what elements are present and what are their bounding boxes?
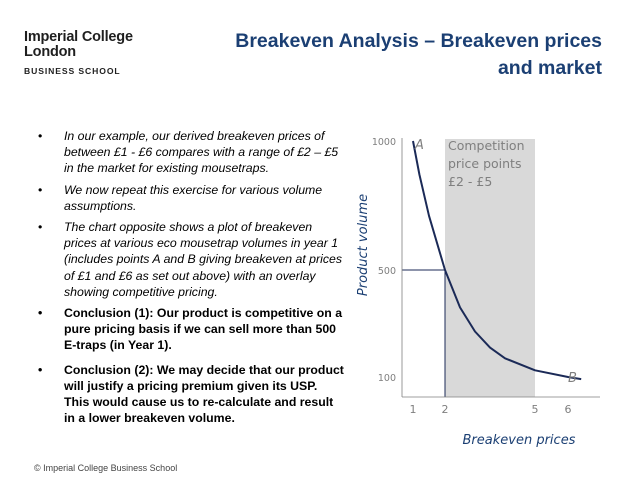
bullet-item: The chart opposite shows a plot of break… <box>34 219 344 300</box>
footer-copyright: © Imperial College Business School <box>34 463 178 473</box>
bullet-item: Conclusion (1): Our product is competiti… <box>34 305 344 354</box>
title-line-1: Breakeven Analysis – Breakeven prices <box>235 30 602 52</box>
y-tick-label: 100 <box>378 373 396 384</box>
imperial-logo: Imperial College London BUSINESS SCHOOL <box>24 29 133 77</box>
x-tick-label: 2 <box>442 403 449 416</box>
bullet-item: In our example, our derived breakeven pr… <box>34 128 344 177</box>
x-tick-label: 6 <box>565 403 572 416</box>
bullet-item: We now repeat this exercise for various … <box>34 182 344 214</box>
competition-label: £2 - £5 <box>448 174 492 189</box>
y-tick-label: 1000 <box>372 137 396 148</box>
point-label: A <box>414 138 424 153</box>
x-tick-label: 1 <box>410 403 417 416</box>
x-tick-label: 5 <box>532 403 539 416</box>
competition-label: Competition <box>448 138 525 153</box>
point-label: B <box>568 371 577 386</box>
competition-label: price points <box>448 156 521 171</box>
competition-region <box>445 139 535 397</box>
bullet-item: Conclusion (2): We may decide that our p… <box>34 362 344 427</box>
slide-title: Breakeven Analysis – Breakeven prices an… <box>162 28 602 82</box>
logo-line-3: BUSINESS SCHOOL <box>24 66 121 76</box>
logo-line-2: London <box>24 44 76 60</box>
logo-line-1: Imperial College <box>24 29 133 45</box>
y-axis-label: Product volume <box>356 194 371 296</box>
title-line-2: and market <box>497 57 602 79</box>
y-tick-label: 500 <box>378 266 396 277</box>
bullet-list: In our example, our derived breakeven pr… <box>34 128 344 431</box>
breakeven-curve <box>412 140 582 381</box>
x-axis-label: Breakeven prices <box>463 433 576 448</box>
